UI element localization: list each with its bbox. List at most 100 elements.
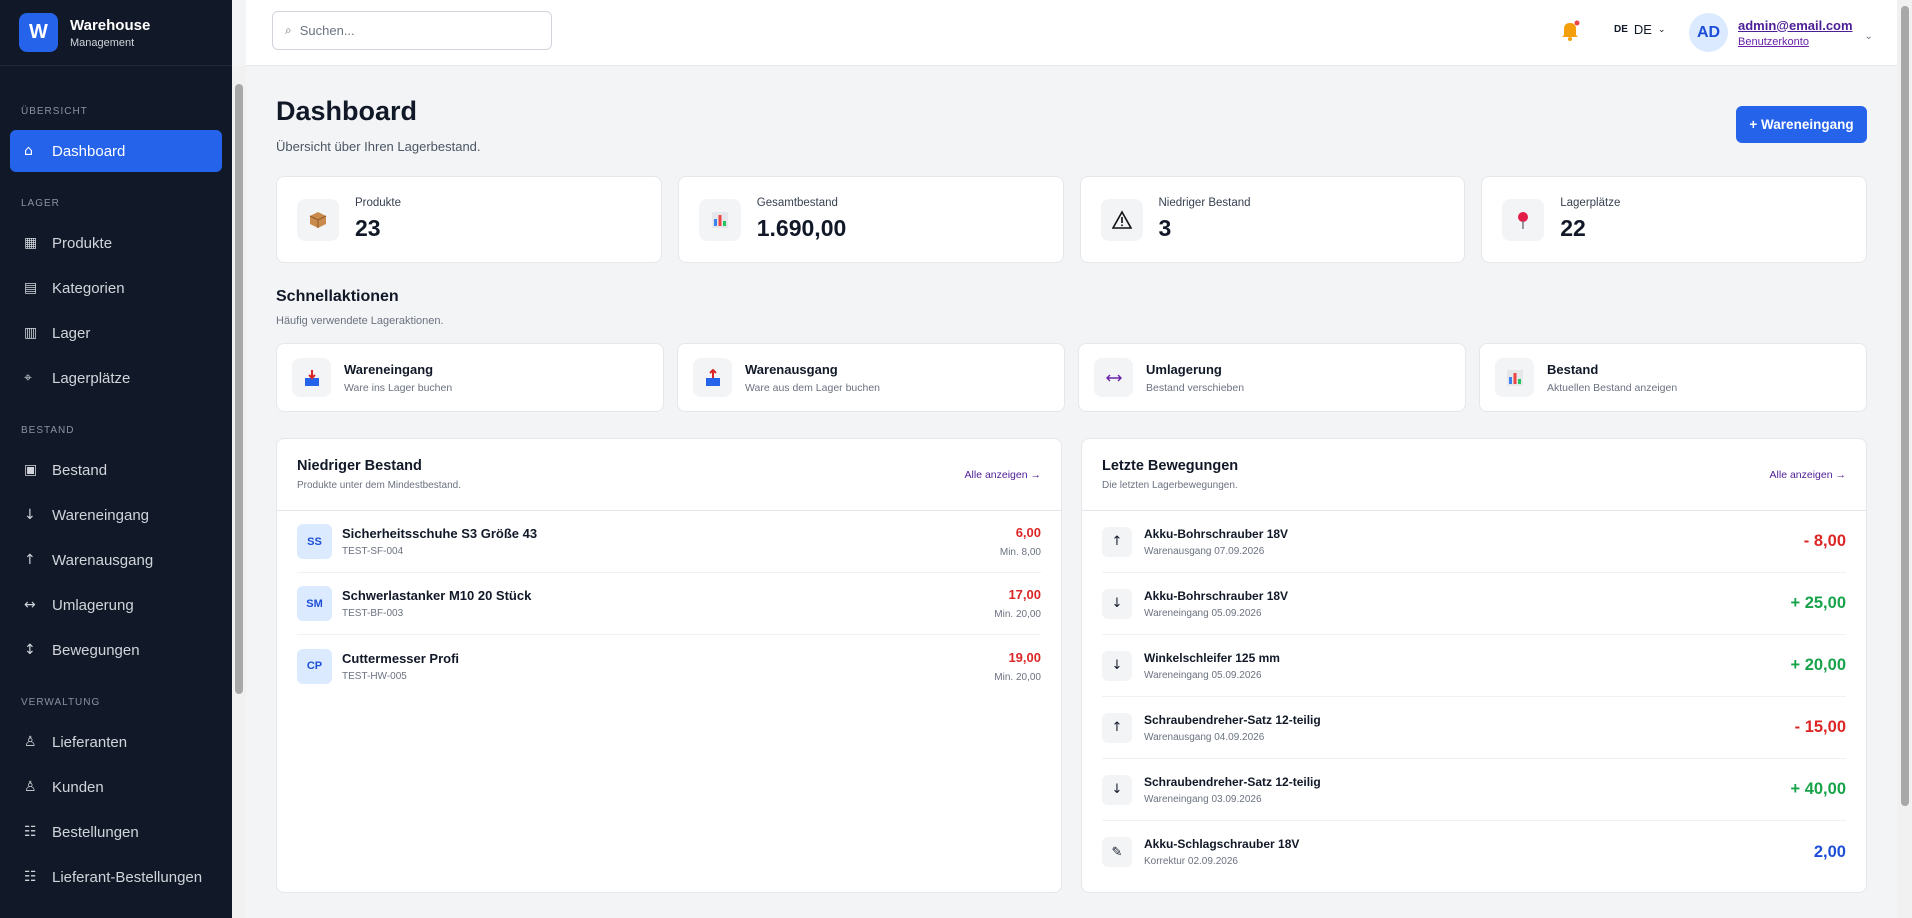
movement-row[interactable]: ↑ Schraubendreher-Satz 12-teilig Warenausg… bbox=[1102, 697, 1846, 759]
nav-icon: ⌖ bbox=[24, 370, 32, 386]
stat-label: Gesamtbestand bbox=[756, 197, 838, 209]
section-label: ÜBERSICHT bbox=[21, 106, 88, 117]
page-title: Dashboard bbox=[276, 96, 418, 126]
movement-detail: Warenausgang 04.09.2026 bbox=[1144, 731, 1265, 743]
stat-card: Lagerplätze 22 bbox=[1481, 176, 1867, 263]
quick-icon bbox=[1495, 358, 1534, 397]
low-stock-row[interactable]: SM Schwerlastanker M10 20 Stück TEST-BF-00… bbox=[297, 573, 1041, 635]
nav-item[interactable]: ▥ Lager bbox=[10, 312, 222, 354]
user-email[interactable]: admin@email.com bbox=[1738, 17, 1853, 33]
navigation: ÜBERSICHT ⌂ Dashboard LAGER ▦ Produkte ▤ Katego… bbox=[0, 102, 232, 898]
nav-item[interactable]: ▤ Kategorien bbox=[10, 267, 222, 309]
initials: SM bbox=[297, 586, 332, 621]
low-stock-panel: Niedriger Bestand Produkte unter dem Mind… bbox=[276, 438, 1062, 893]
brand[interactable]: W Warehouse Management bbox=[0, 0, 232, 66]
low-stock-row[interactable]: SS Sicherheitsschuhe S3 Größe 43 TEST-SF-0… bbox=[297, 511, 1041, 573]
page-subtitle: Übersicht über Ihren Lagerbestand. bbox=[276, 139, 481, 154]
language-switch[interactable]: DE DE ⌄ bbox=[1614, 22, 1666, 37]
minimum: Min. 8,00 bbox=[999, 547, 1041, 558]
movement-row[interactable]: ↑ Akku-Bohrschrauber 18V Warenausgang 07.0… bbox=[1102, 511, 1846, 573]
movement-row[interactable]: ✎ Akku-Schlagschrauber 18V Korrektur 02.09… bbox=[1102, 821, 1846, 883]
nav-item[interactable]: ☷ Bestellungen bbox=[10, 811, 222, 853]
quick-text: Wareneingang Ware ins Lager buchen bbox=[344, 362, 452, 394]
nav-item[interactable]: ☷ Lieferant-Bestellungen bbox=[10, 856, 222, 898]
nav-label: Lagerplätze bbox=[52, 369, 131, 387]
nav-item[interactable]: ⌖ Lagerplätze bbox=[10, 357, 222, 399]
view-all-link[interactable]: Alle anzeigen → bbox=[1769, 468, 1846, 481]
nav-icon: ▤ bbox=[24, 280, 38, 296]
brand-title: Warehouse bbox=[70, 16, 151, 34]
quick-icon bbox=[292, 358, 331, 397]
quick-action[interactable]: Bestand Aktuellen Bestand anzeigen bbox=[1479, 343, 1867, 412]
stat-text: Gesamtbestand 1.690,00 bbox=[757, 197, 847, 242]
panel-subtitle: Die letzten Lagerbewegungen. bbox=[1102, 480, 1238, 491]
nav-label: Dashboard bbox=[52, 142, 126, 160]
nav-item[interactable]: ↓ Wareneingang bbox=[10, 494, 222, 536]
nav-label: Umlagerung bbox=[52, 596, 134, 614]
movement-row[interactable]: ↓ Winkelschleifer 125 mm Wareneingang 05.0… bbox=[1102, 635, 1846, 697]
stat-text: Produkte 23 bbox=[355, 197, 401, 242]
movement-quantity: 2,00 bbox=[1813, 842, 1846, 861]
nav-label: Bewegungen bbox=[52, 641, 140, 659]
notifications[interactable] bbox=[1560, 20, 1580, 42]
movements-panel: Letzte Bewegungen Die letzten Lagerbewegu… bbox=[1081, 438, 1867, 893]
movement-icon: ↑ bbox=[1102, 712, 1132, 743]
nav-item[interactable]: ♙ Kunden bbox=[10, 766, 222, 808]
quick-title: Warenausgang bbox=[745, 361, 838, 377]
nav-label: Bestellungen bbox=[52, 823, 139, 841]
nav-label: Lager bbox=[52, 324, 91, 342]
nav-item[interactable]: ↔ Umlagerung bbox=[10, 584, 222, 626]
scrollbar[interactable] bbox=[232, 66, 246, 918]
scroll-thumb[interactable] bbox=[235, 84, 243, 694]
stat-text: Lagerplätze 22 bbox=[1560, 197, 1620, 242]
primary-button[interactable]: + Wareneingang bbox=[1736, 106, 1867, 143]
stat-value: 22 bbox=[1560, 215, 1586, 241]
search-icon: ⌕ bbox=[285, 23, 292, 37]
quick-action[interactable]: Warenausgang Ware aus dem Lager buchen bbox=[677, 343, 1065, 412]
stat-icon bbox=[1100, 198, 1143, 241]
section-title: Schnellaktionen bbox=[276, 288, 399, 305]
nav-item[interactable]: ▦ Produkte bbox=[10, 222, 222, 264]
movement-info: Schraubendreher-Satz 12-teilig Wareneinga… bbox=[1144, 775, 1321, 805]
movement-info: Winkelschleifer 125 mm Wareneingang 05.09… bbox=[1144, 651, 1280, 681]
quick-action[interactable]: Umlagerung Bestand verschieben bbox=[1078, 343, 1466, 412]
sidebar: W Warehouse Management ÜBERSICHT ⌂ Dashboa… bbox=[0, 0, 232, 918]
nav-icon: ▣ bbox=[24, 462, 38, 478]
product-info: Sicherheitsschuhe S3 Größe 43 TEST-SF-004 bbox=[342, 526, 537, 557]
quick-action[interactable]: Wareneingang Ware ins Lager buchen bbox=[276, 343, 664, 412]
nav-icon: ▦ bbox=[24, 235, 38, 251]
product-name: Akku-Bohrschrauber 18V bbox=[1144, 526, 1289, 541]
panel-title: Letzte Bewegungen bbox=[1102, 458, 1239, 474]
nav-item[interactable]: ▣ Bestand bbox=[10, 449, 222, 491]
nav-label: Lieferanten bbox=[52, 733, 128, 751]
account-link[interactable]: Benutzerkonto bbox=[1738, 35, 1809, 48]
nav-item[interactable]: ↑ Warenausgang bbox=[10, 539, 222, 581]
scrollbar[interactable] bbox=[1897, 0, 1912, 918]
nav-item[interactable]: ⌂ Dashboard bbox=[10, 130, 222, 172]
movement-icon: ↓ bbox=[1102, 774, 1132, 805]
view-all-link[interactable]: Alle anzeigen → bbox=[964, 468, 1041, 481]
stock-info: 17,00 Min. 20,00 bbox=[994, 587, 1041, 620]
nav-icon: ☷ bbox=[24, 824, 37, 840]
movement-quantity: + 25,00 bbox=[1790, 594, 1846, 612]
movement-row[interactable]: ↓ Akku-Bohrschrauber 18V Wareneingang 05.0… bbox=[1102, 573, 1846, 635]
search-input[interactable]: ⌕ Suchen... bbox=[272, 11, 552, 50]
nav-icon: ⌂ bbox=[24, 143, 33, 159]
user-menu[interactable]: AD admin@email.com Benutzerkonto ⌄ bbox=[1689, 13, 1873, 52]
minimum: Min. 20,00 bbox=[994, 671, 1041, 683]
nav-icon: ♙ bbox=[24, 779, 37, 795]
panels: Niedriger Bestand Produkte unter dem Mind… bbox=[276, 438, 1867, 893]
scroll-thumb[interactable] bbox=[1901, 6, 1909, 806]
movement-icon: ↓ bbox=[1102, 650, 1132, 681]
nav-item[interactable]: ↕ Bewegungen bbox=[10, 629, 222, 671]
section-subtitle: Häufig verwendete Lageraktionen. bbox=[276, 315, 444, 327]
nav-item[interactable]: ♙ Lieferanten bbox=[10, 721, 222, 763]
movement-row[interactable]: ↓ Schraubendreher-Satz 12-teilig Wareneing… bbox=[1102, 759, 1846, 821]
movement-icon: ✎ bbox=[1102, 837, 1132, 867]
product-name: Akku-Schlagschrauber 18V bbox=[1144, 837, 1300, 851]
movement-info: Schraubendreher-Satz 12-teilig Warenausga… bbox=[1144, 713, 1321, 743]
quick-text: Bestand Aktuellen Bestand anzeigen bbox=[1547, 362, 1677, 394]
quantity: 19,00 bbox=[1008, 649, 1041, 665]
product-name: Winkelschleifer 125 mm bbox=[1144, 650, 1280, 665]
low-stock-row[interactable]: CP Cuttermesser Profi TEST-HW-005 19,00 Min.… bbox=[297, 635, 1041, 697]
